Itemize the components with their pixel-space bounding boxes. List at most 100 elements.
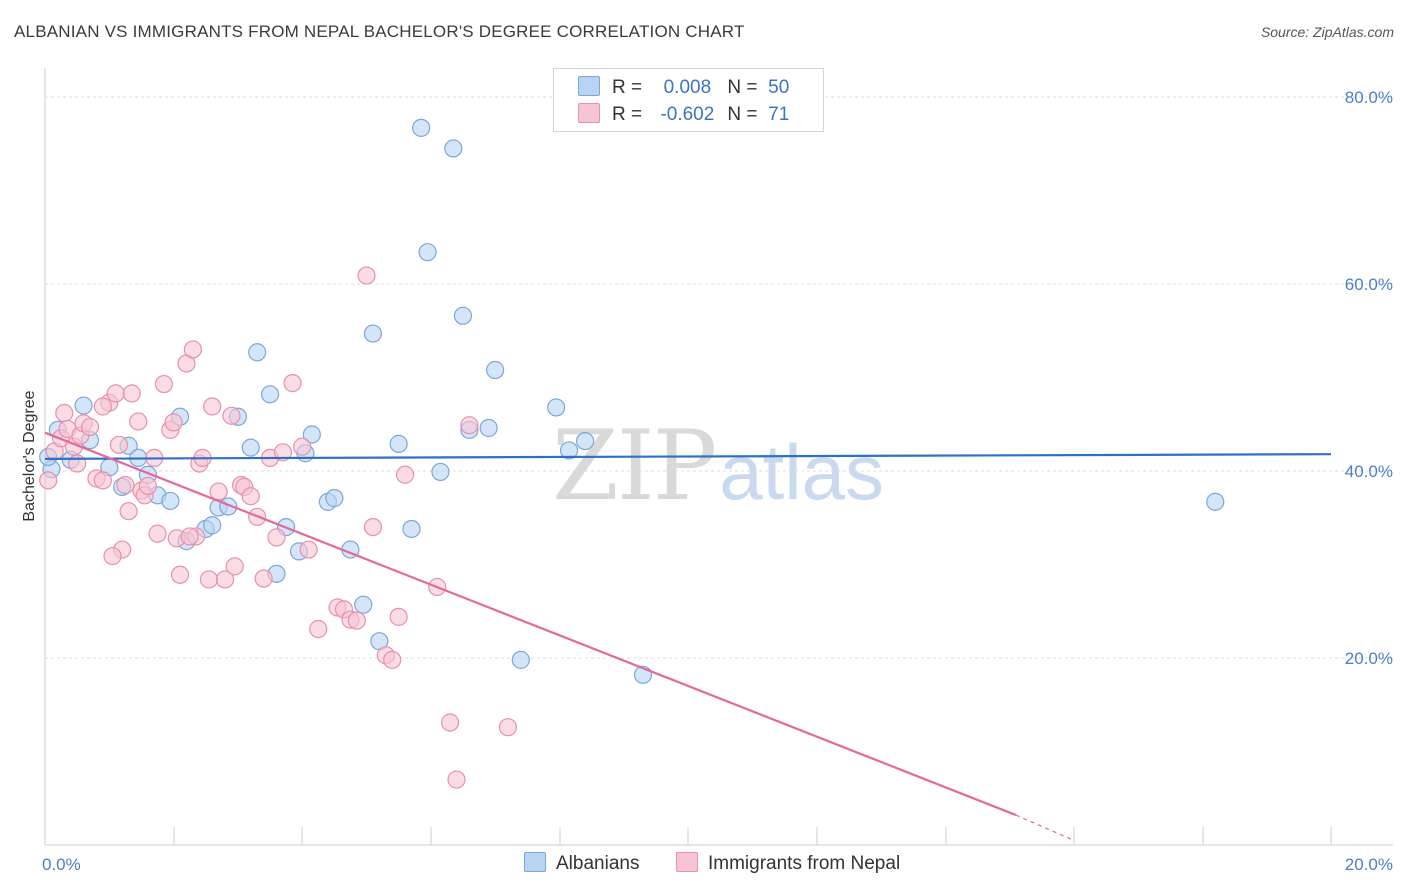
albanians-point: [363, 324, 383, 343]
legend-swatch-blue: [578, 76, 600, 96]
nepal-point: [222, 406, 241, 425]
albanians-point: [260, 385, 280, 404]
albanians-point: [453, 306, 473, 325]
nepal-point: [215, 570, 235, 589]
albanians-point: [431, 462, 450, 482]
nepal-point: [103, 546, 122, 566]
nepal-point: [267, 528, 286, 547]
legend-n-label: N =: [727, 104, 763, 125]
series-swatch-pink: [676, 852, 698, 872]
watermark-zip: ZIP: [552, 410, 717, 522]
legend-n-label: N =: [727, 77, 763, 98]
nepal-point: [460, 416, 479, 435]
legend-r-value: 0.008: [663, 77, 712, 98]
albanians-point: [248, 343, 267, 362]
nepal-point: [203, 397, 222, 416]
legend-n-value: 71: [768, 104, 790, 125]
legend-row-nepal: R = -0.602 N = 71: [578, 103, 795, 125]
tick-labels: 20.0% 40.0% 60.0% 80.0% 0.0% 20.0%: [42, 88, 1393, 874]
albanians-point: [161, 491, 180, 511]
albanians-point: [241, 438, 260, 457]
nepal-point: [183, 340, 202, 359]
legend-r-label: R =: [612, 77, 648, 98]
albanians-point: [354, 595, 373, 614]
nepal-point: [347, 611, 366, 630]
albanians-point: [74, 396, 93, 415]
nepal-point: [122, 384, 141, 403]
nepal-point: [39, 471, 58, 490]
nepal-point: [119, 502, 138, 521]
nepal-point: [225, 557, 244, 576]
nepal-point: [106, 384, 125, 403]
y-tick-label: 20.0%: [1345, 649, 1393, 668]
nepal-trend-line: [44, 431, 1017, 817]
albanians-point: [576, 431, 595, 451]
albanians-point: [511, 650, 530, 669]
nepal-point: [138, 476, 157, 496]
albanians-point: [402, 519, 421, 539]
source-label: Source: ZipAtlas.com: [1260, 24, 1394, 40]
nepal-point: [241, 487, 260, 506]
nepal-point: [170, 565, 190, 584]
x-tick-label: 0.0%: [42, 855, 81, 874]
nepal-point: [164, 413, 183, 432]
albanians-point: [559, 441, 579, 460]
nepal-point: [254, 569, 273, 588]
y-tick-label: 60.0%: [1345, 275, 1393, 294]
nepal-point: [68, 454, 87, 473]
nepal-point: [363, 517, 383, 537]
albanians-point: [389, 434, 408, 453]
albanians-point: [325, 489, 344, 508]
nepal-point: [395, 465, 415, 484]
grid-lines: [45, 96, 1393, 659]
nepal-point: [109, 435, 129, 454]
nepal-point: [447, 770, 466, 789]
albanians-point: [1206, 492, 1225, 511]
series-legend-nepal[interactable]: Immigrants from Nepal: [676, 852, 900, 875]
nepal-point: [80, 417, 100, 437]
nepal-point: [116, 475, 135, 495]
nepal-point: [55, 403, 74, 423]
nepal-point: [383, 650, 402, 669]
series-label-nepal: Immigrants from Nepal: [708, 853, 901, 874]
nepal-point: [357, 266, 376, 285]
nepal-point: [273, 443, 293, 462]
nepal-point: [148, 524, 167, 543]
y-tick-label: 40.0%: [1345, 462, 1393, 481]
chart-title: ALBANIAN VS IMMIGRANTS FROM NEPAL BACHEL…: [14, 22, 745, 41]
nepal-point: [309, 619, 328, 639]
albanians-point: [412, 118, 431, 137]
albanians-point: [418, 243, 437, 262]
legend-r-label: R =: [612, 104, 648, 125]
nepal-point: [93, 397, 112, 416]
series-swatch-blue: [524, 852, 546, 872]
nepal-point: [498, 718, 518, 737]
nepal-point: [283, 374, 302, 393]
x-tick-label: 20.0%: [1345, 855, 1393, 874]
nepal-point: [199, 570, 219, 589]
nepal-point: [180, 527, 199, 546]
y-axis-label: Bachelor's Degree: [21, 390, 38, 521]
nepal-trend-extension: [1015, 814, 1075, 841]
nepal-point: [154, 374, 174, 394]
legend-swatch-pink: [578, 103, 600, 123]
trend-lines: [44, 431, 1332, 841]
nepal-point: [293, 437, 312, 456]
series-legend: Albanians Immigrants from Nepal: [0, 852, 1406, 876]
albanians-trend-line: [44, 453, 1332, 460]
nepal-point: [389, 607, 408, 626]
legend-row-albanians: R = 0.008 N = 50: [578, 76, 795, 98]
legend-r-value: -0.602: [660, 104, 715, 125]
watermark-atlas: atlas: [719, 428, 884, 516]
nepal-point: [440, 713, 460, 732]
series-legend-albanians[interactable]: Albanians: [524, 852, 639, 875]
legend-n-value: 50: [768, 77, 790, 98]
nepal-point: [129, 412, 148, 431]
albanians-point: [444, 139, 463, 158]
albanians-point: [302, 425, 321, 444]
y-tick-label: 80.0%: [1345, 88, 1393, 107]
albanians-point: [486, 360, 505, 380]
albanians-point: [203, 516, 222, 535]
albanians-point: [479, 418, 498, 438]
